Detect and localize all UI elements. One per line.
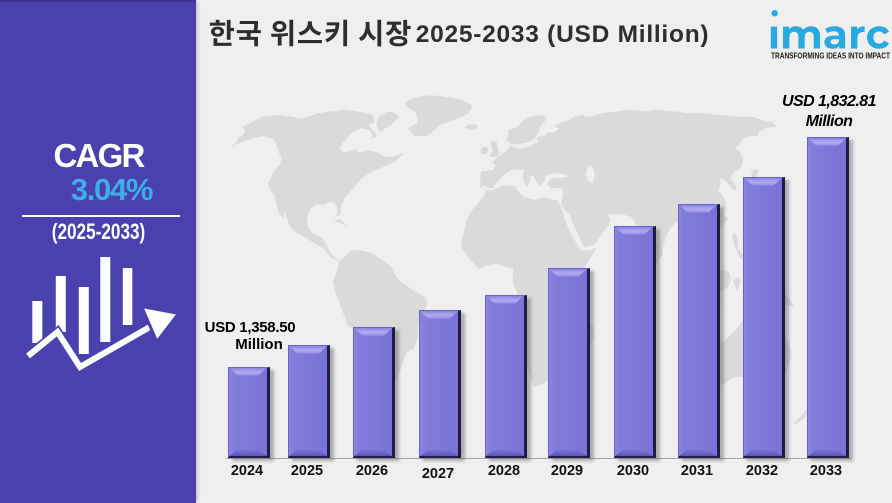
svg-text:2025-2033 (USD Million): 2025-2033 (USD Million) <box>416 21 710 48</box>
svg-text:TRANSFORMING IDEAS INTO IMPACT: TRANSFORMING IDEAS INTO IMPACT <box>771 52 890 61</box>
